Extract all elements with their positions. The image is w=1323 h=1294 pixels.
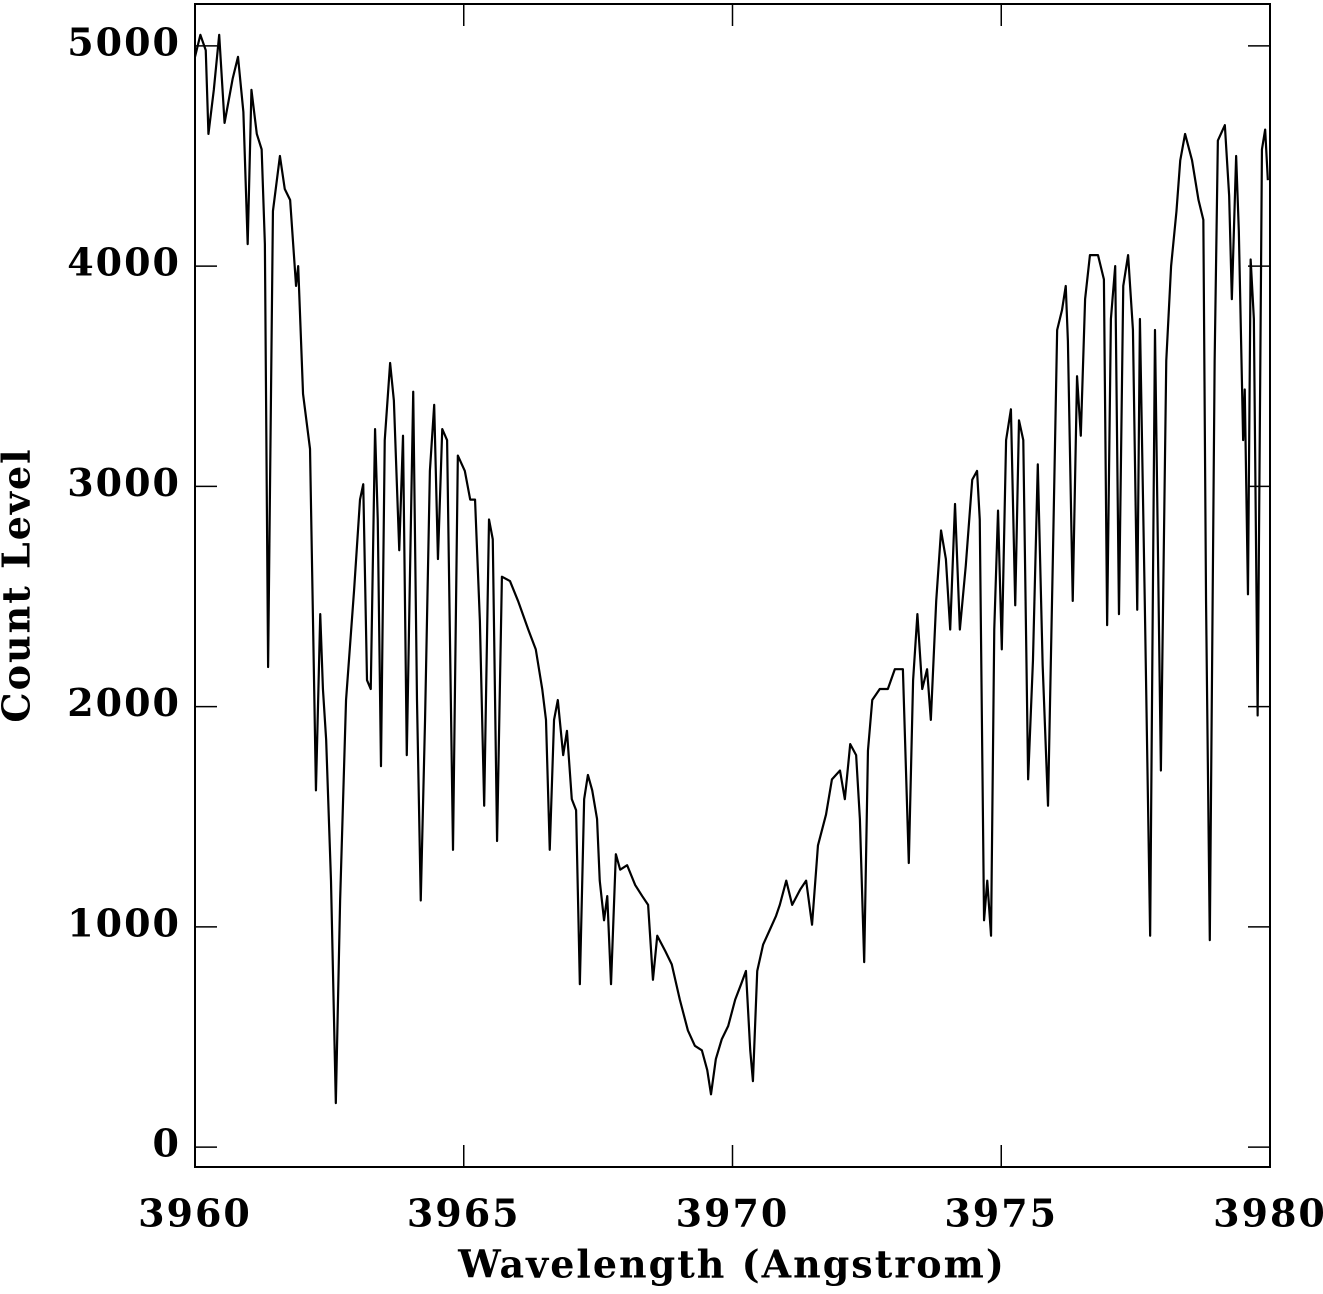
x-tick-label: 3960 <box>138 1191 252 1236</box>
plot-frame <box>194 3 1271 1168</box>
x-axis-label: Wavelength (Angstrom) <box>457 1242 1006 1287</box>
y-tick-label: 0 <box>153 1121 181 1166</box>
y-axis-label: Count Level <box>0 447 39 722</box>
x-tick-label: 3965 <box>407 1191 521 1236</box>
spectrum-line <box>193 33 1269 1105</box>
y-tick-label: 5000 <box>67 19 181 64</box>
y-tick-label: 1000 <box>67 900 181 945</box>
y-tick-label: 4000 <box>67 240 181 285</box>
y-tick-label: 2000 <box>67 680 181 725</box>
x-tick-label: 3975 <box>944 1191 1058 1236</box>
x-tick-label: 3970 <box>676 1191 790 1236</box>
y-tick-label: 3000 <box>67 460 181 505</box>
x-tick-label: 3980 <box>1213 1191 1323 1236</box>
